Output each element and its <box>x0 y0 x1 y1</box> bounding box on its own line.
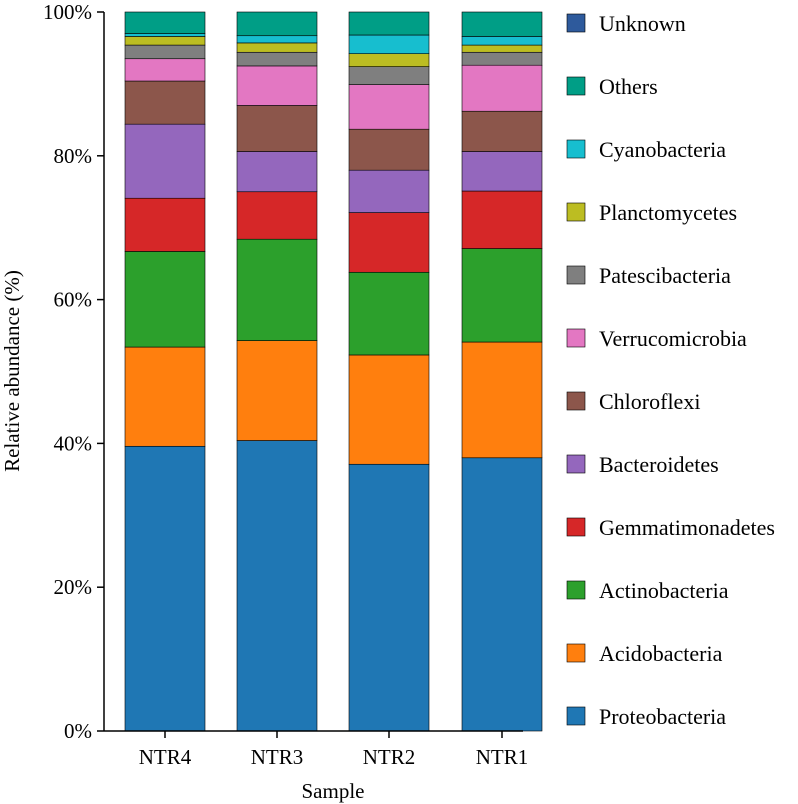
bar-segment-patescibacteria-ntr3 <box>236 51 318 67</box>
legend-label: Gemmatimonadetes <box>599 515 775 540</box>
bar-segment-acidobacteria-ntr3 <box>236 340 318 441</box>
legend-item-actinobacteria: Actinobacteria <box>566 578 729 603</box>
legend-label: Planctomycetes <box>599 200 737 225</box>
bar-segment-bacteroidetes-ntr1 <box>461 151 543 192</box>
legend-swatch <box>566 76 586 96</box>
bar-segment-patescibacteria-ntr1 <box>461 51 543 66</box>
bar-segment-chloroflexi-ntr3 <box>236 105 318 152</box>
bar-segment-gemmatimonadetes-ntr4 <box>124 197 206 252</box>
bar-segment-proteobacteria-ntr2 <box>348 463 430 732</box>
legend-label: Chloroflexi <box>599 389 700 414</box>
y-tick-label: 40% <box>54 431 93 455</box>
y-tick-label: 20% <box>54 575 93 599</box>
x-tick-label: NTR3 <box>251 745 304 769</box>
legend-label: Cyanobacteria <box>599 137 726 162</box>
legend-swatch <box>566 265 586 285</box>
legend-item-bacteroidetes: Bacteroidetes <box>566 452 719 477</box>
legend-item-patescibacteria: Patescibacteria <box>566 263 731 288</box>
bar-segment-others-ntr3 <box>236 11 318 37</box>
legend-swatch <box>566 643 586 663</box>
x-ticks-group: NTR4 NTR3 NTR2 NTR1 <box>139 731 529 769</box>
bar-segment-bacteroidetes-ntr3 <box>236 151 318 193</box>
bar-segment-planctomycetes-ntr3 <box>236 42 318 53</box>
legend-label: Patescibacteria <box>599 263 731 288</box>
bar-segment-acidobacteria-ntr2 <box>348 354 430 465</box>
legend-item-verrucomicrobia: Verrucomicrobia <box>566 326 747 351</box>
legend-item-gemmatimonadetes: Gemmatimonadetes <box>566 515 775 540</box>
bar-segment-proteobacteria-ntr3 <box>236 440 318 732</box>
y-tick-label: 60% <box>54 288 93 312</box>
legend-item-planctomycetes: Planctomycetes <box>566 200 737 225</box>
bar-segment-gemmatimonadetes-ntr3 <box>236 191 318 240</box>
legend-label: Others <box>599 74 658 99</box>
bar-segment-proteobacteria-ntr1 <box>461 457 543 732</box>
bar-segment-others-ntr2 <box>348 11 430 36</box>
legend-label: Verrucomicrobia <box>599 326 747 351</box>
legend-item-acidobacteria: Acidobacteria <box>566 641 723 666</box>
bar-segment-planctomycetes-ntr1 <box>461 44 543 53</box>
x-tick-label: NTR2 <box>363 745 416 769</box>
legend-swatch <box>566 139 586 159</box>
bar-segment-verrucomicrobia-ntr1 <box>461 64 543 112</box>
legend-label: Acidobacteria <box>599 641 723 666</box>
bar-segment-cyanobacteria-ntr3 <box>236 35 318 44</box>
axes-group <box>103 12 523 732</box>
y-tick-label: 0% <box>64 719 92 743</box>
bar-segment-acidobacteria-ntr4 <box>124 346 206 447</box>
bars-group <box>124 11 543 732</box>
legend-label: Unknown <box>599 11 686 36</box>
bar-segment-cyanobacteria-ntr2 <box>348 34 430 55</box>
legend-label: Bacteroidetes <box>599 452 719 477</box>
bar-segment-chloroflexi-ntr1 <box>461 110 543 152</box>
legend-swatch <box>566 706 586 726</box>
legend: Unknown Others Cyanobacteria Planctomycetes… <box>566 11 775 729</box>
x-tick-label: NTR1 <box>476 745 529 769</box>
legend-swatch <box>566 517 586 537</box>
legend-swatch <box>566 202 586 222</box>
legend-item-chloroflexi: Chloroflexi <box>566 389 700 414</box>
legend-item-others: Others <box>566 74 658 99</box>
legend-swatch <box>566 580 586 600</box>
bar-segment-bacteroidetes-ntr4 <box>124 123 206 199</box>
bar-segment-others-ntr4 <box>124 11 206 34</box>
bar-segment-planctomycetes-ntr2 <box>348 53 430 67</box>
x-axis-title: Sample <box>302 779 365 803</box>
legend-label: Proteobacteria <box>599 704 726 729</box>
legend-swatch <box>566 13 586 33</box>
bar-segment-actinobacteria-ntr1 <box>461 248 543 343</box>
legend-item-unknown: Unknown <box>566 11 686 36</box>
x-tick-label: NTR4 <box>139 745 192 769</box>
bar-segment-chloroflexi-ntr4 <box>124 80 206 125</box>
y-axis-title: Relative abundance (%) <box>0 270 24 472</box>
bar-segment-cyanobacteria-ntr1 <box>461 36 543 46</box>
bar-segment-chloroflexi-ntr2 <box>348 128 430 171</box>
bar-segment-gemmatimonadetes-ntr1 <box>461 190 543 249</box>
bar-segment-patescibacteria-ntr4 <box>124 44 206 60</box>
y-tick-label: 80% <box>54 144 93 168</box>
y-ticks-group: 0% 20% 40% 60% 80% 100% <box>43 0 104 743</box>
bar-segment-bacteroidetes-ntr2 <box>348 169 430 213</box>
legend-label: Actinobacteria <box>599 578 729 603</box>
bar-segment-others-ntr1 <box>461 11 543 37</box>
bar-segment-planctomycetes-ntr4 <box>124 36 206 46</box>
bar-segment-gemmatimonadetes-ntr2 <box>348 212 430 273</box>
bar-segment-cyanobacteria-ntr4 <box>124 33 206 37</box>
legend-item-proteobacteria: Proteobacteria <box>566 704 726 729</box>
y-tick-label: 100% <box>43 0 92 24</box>
bar-segment-actinobacteria-ntr4 <box>124 251 206 348</box>
bar-segment-verrucomicrobia-ntr2 <box>348 84 430 130</box>
legend-swatch <box>566 391 586 411</box>
bar-segment-verrucomicrobia-ntr4 <box>124 58 206 82</box>
bar-segment-actinobacteria-ntr3 <box>236 238 318 341</box>
legend-item-cyanobacteria: Cyanobacteria <box>566 137 726 162</box>
bar-segment-proteobacteria-ntr4 <box>124 445 206 732</box>
bar-segment-patescibacteria-ntr2 <box>348 66 430 85</box>
bar-segment-verrucomicrobia-ntr3 <box>236 65 318 106</box>
legend-swatch <box>566 328 586 348</box>
bar-segment-actinobacteria-ntr2 <box>348 271 430 356</box>
legend-swatch <box>566 454 586 474</box>
bar-segment-acidobacteria-ntr1 <box>461 341 543 459</box>
